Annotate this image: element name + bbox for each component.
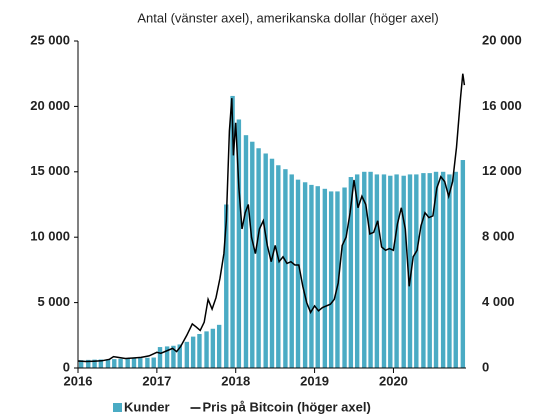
bar: [269, 158, 275, 368]
bar: [374, 174, 380, 368]
bar: [184, 341, 190, 368]
x-tick-label: 2017: [142, 373, 171, 388]
x-tick-label: 2016: [64, 373, 93, 388]
legend-swatch: [113, 403, 122, 412]
bar: [394, 174, 399, 368]
bar: [78, 360, 84, 368]
bar: [138, 358, 143, 368]
bar: [216, 324, 222, 368]
y2-tick-label: 16 000: [482, 98, 522, 113]
bar: [388, 175, 393, 368]
bar: [348, 177, 354, 368]
y-tick-label: 15 000: [30, 163, 70, 178]
bar: [105, 359, 111, 368]
bar: [145, 357, 150, 368]
bar: [368, 171, 373, 368]
y2-tick-label: 0: [482, 359, 489, 374]
bar: [381, 174, 387, 368]
x-tick-label: 2020: [379, 373, 408, 388]
bar: [362, 171, 367, 368]
y2-tick-label: 8 000: [482, 229, 515, 244]
bar: [453, 171, 458, 368]
y2-tick-label: 12 000: [482, 163, 522, 178]
bar: [157, 347, 163, 368]
x-tick-label: 2018: [221, 373, 250, 388]
bar: [171, 345, 176, 368]
y-tick-label: 5 000: [37, 294, 70, 309]
bar: [401, 175, 406, 368]
bar: [354, 174, 360, 368]
bar: [224, 204, 229, 368]
bar: [414, 174, 419, 368]
bar: [335, 191, 340, 368]
y-tick-label: 0: [63, 359, 70, 374]
y2-tick-label: 4 000: [482, 294, 515, 309]
bar: [315, 186, 320, 368]
bar: [302, 182, 308, 368]
bar: [342, 187, 347, 368]
bar: [407, 174, 413, 368]
bar: [250, 141, 255, 368]
x-tick-label: 2019: [300, 373, 329, 388]
bar: [112, 359, 117, 368]
bar: [276, 165, 281, 368]
bar: [421, 173, 426, 368]
y-tick-label: 10 000: [30, 229, 70, 244]
y-tick-label: 20 000: [30, 98, 70, 113]
bar: [447, 174, 452, 368]
bar: [295, 179, 301, 368]
bar: [92, 359, 97, 368]
bar: [151, 357, 156, 368]
price-line: [77, 73, 466, 363]
bar: [289, 174, 294, 368]
chart-subtitle: Antal (vänster axel), amerikanska dollar…: [137, 10, 438, 25]
bar: [177, 344, 182, 368]
bar: [283, 169, 288, 368]
bar: [433, 171, 439, 368]
bar: [440, 171, 446, 368]
y2-tick-label: 20 000: [482, 32, 522, 47]
bar: [322, 188, 328, 368]
legend-label: Pris på Bitcoin (höger axel): [203, 399, 371, 414]
y-tick-label: 25 000: [30, 32, 70, 47]
bar: [256, 148, 261, 368]
bar: [164, 346, 170, 368]
bar: [236, 119, 242, 368]
bar: [131, 358, 137, 368]
bar: [263, 153, 268, 368]
bar: [210, 328, 216, 368]
bar: [427, 173, 432, 368]
bar: [197, 333, 202, 368]
bar: [190, 336, 196, 368]
bar: [204, 331, 209, 368]
bar: [328, 191, 334, 368]
bar: [125, 358, 130, 368]
bar: [118, 358, 123, 368]
legend-label: Kunder: [124, 399, 170, 414]
bar: [243, 135, 249, 368]
bar: [86, 359, 91, 368]
bar: [98, 359, 104, 368]
bar: [309, 184, 314, 368]
bar: [230, 95, 235, 368]
bar: [460, 160, 466, 368]
